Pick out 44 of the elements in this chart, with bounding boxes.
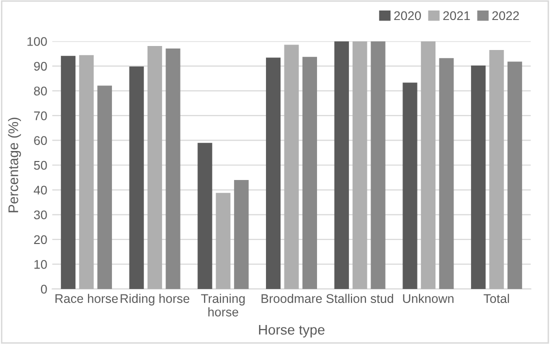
bar [97, 86, 112, 289]
y-tick-label: 40 [34, 186, 47, 195]
y-tick-label: 50 [34, 160, 47, 170]
bar [489, 50, 504, 289]
bar [79, 55, 94, 289]
bar [284, 44, 299, 289]
bar [234, 180, 249, 289]
y-tick-label: 60 [34, 136, 47, 146]
x-tick-label: Broodmare [262, 294, 322, 304]
bar [166, 48, 180, 289]
y-tick-label: 70 [34, 111, 47, 120]
legend-label: 2020 [394, 11, 421, 20]
bar [370, 41, 386, 289]
y-tick-label: 0 [40, 284, 47, 294]
x-tick-label: Unknown [403, 294, 454, 304]
bar [216, 192, 230, 289]
bar [334, 41, 349, 289]
legend-label: 2022 [492, 11, 519, 20]
y-tick-label: 90 [34, 62, 47, 71]
bar [302, 56, 318, 289]
y-tick-label: 100 [27, 37, 47, 46]
y-tick-label: 30 [34, 210, 47, 220]
bar [198, 142, 212, 289]
legend-label: 2021 [443, 11, 470, 20]
x-tick-label: Stallion stud [326, 294, 394, 304]
bar [471, 66, 486, 289]
y-tick-label: 10 [34, 260, 47, 269]
y-tick-label: 80 [34, 86, 47, 96]
bar [508, 62, 522, 289]
bar [420, 41, 436, 289]
bar [439, 58, 454, 289]
x-axis-title: Horse type [259, 325, 324, 338]
bar [129, 66, 144, 289]
x-tick-label: Riding horse [120, 294, 190, 306]
x-tick-label: Training horse [201, 294, 245, 316]
bar [147, 46, 162, 289]
bar [352, 41, 368, 289]
x-tick-label: Race horse [55, 294, 118, 304]
bar [402, 82, 418, 289]
bar [60, 56, 76, 289]
y-axis-title: Percentage (%) [8, 118, 21, 212]
y-tick-label: 20 [34, 235, 47, 244]
x-tick-label: Total [484, 294, 509, 304]
bar [266, 58, 281, 289]
